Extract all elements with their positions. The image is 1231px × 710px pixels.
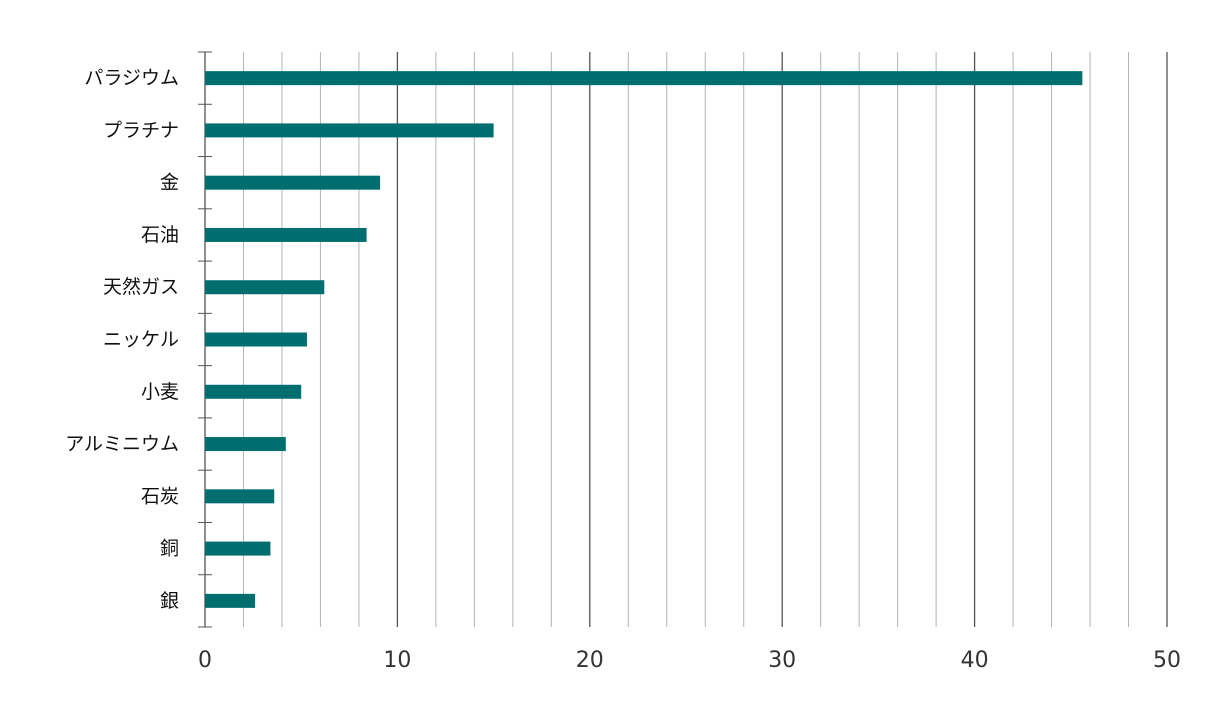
- x-tick-label: 40: [961, 648, 989, 673]
- x-tick-label: 20: [576, 648, 604, 673]
- bar: [205, 437, 286, 452]
- x-tick-labels: 0 10 20 30 40 50: [198, 648, 1181, 673]
- bar: [205, 227, 367, 242]
- bar: [205, 280, 325, 295]
- category-label: ニッケル: [103, 329, 179, 351]
- gridlines: [242, 52, 1168, 627]
- bars: [205, 71, 1083, 608]
- category-label: 小麦: [141, 381, 179, 403]
- category-label: 銅: [160, 538, 179, 560]
- bar: [205, 489, 275, 504]
- category-label: アルミニウム: [65, 433, 179, 455]
- bar: [205, 123, 494, 138]
- bar: [205, 384, 302, 399]
- x-tick-label: 50: [1153, 648, 1181, 673]
- x-tick-label: 30: [768, 648, 796, 673]
- x-tick-label: 10: [383, 648, 411, 673]
- x-tick-label: 0: [198, 648, 212, 673]
- bar: [205, 71, 1083, 86]
- bar: [205, 593, 256, 608]
- category-label: 石炭: [141, 485, 179, 507]
- category-label: 天然ガス: [103, 276, 179, 298]
- category-label: 石油: [141, 224, 179, 246]
- bar: [205, 175, 381, 190]
- category-label: 金: [160, 172, 179, 194]
- category-label: パラジウム: [84, 67, 179, 89]
- bar: [205, 541, 271, 556]
- category-label: プラチナ: [103, 119, 179, 141]
- category-label: 銀: [160, 590, 179, 612]
- bar: [205, 332, 307, 347]
